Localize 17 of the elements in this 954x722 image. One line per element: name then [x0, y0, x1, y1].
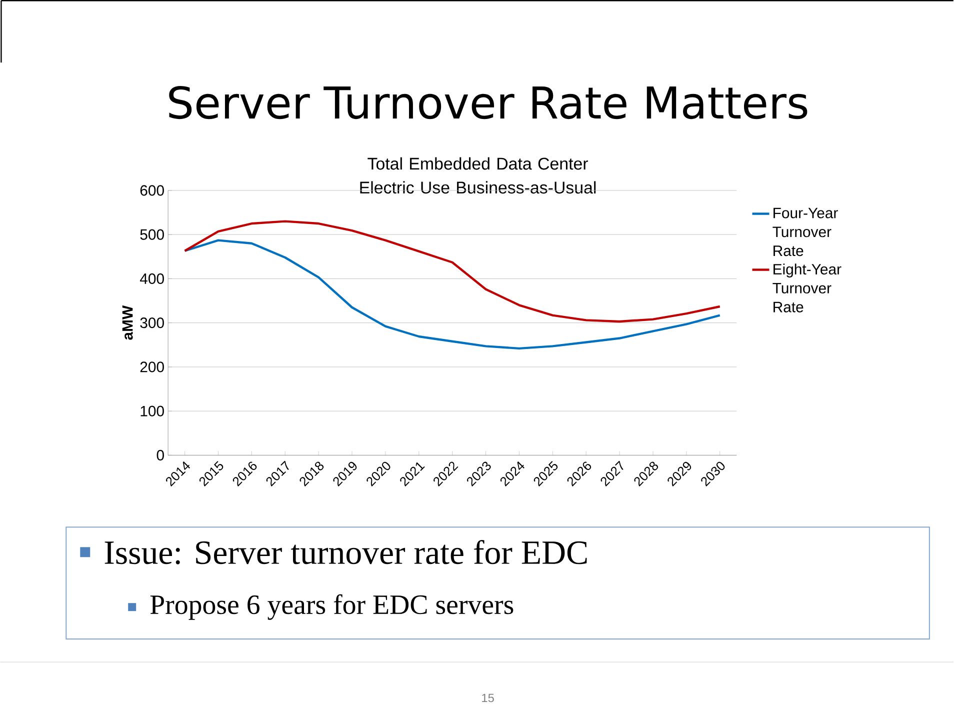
y-tick-label: 300 [140, 318, 164, 328]
y-tick-label: 400 [140, 273, 164, 284]
y-tick-label: 500 [140, 229, 164, 240]
text: 15 [482, 694, 494, 702]
text: Propose 6 years for EDC servers [150, 594, 514, 620]
y-tick-label: 200 [140, 362, 164, 372]
line-series [184, 220, 721, 323]
text: Issue: Server turnover rate for EDC [104, 540, 587, 564]
line-series [184, 239, 721, 350]
chart-subtitle: Total Embedded Data Center Electric Use Business-as-Usual [360, 157, 596, 194]
legend-label: Eight-Year Turnover Rate [772, 264, 842, 312]
y-tick-label: 100 [140, 406, 164, 416]
y-tick-label: 0 [156, 450, 164, 460]
legend-label: Four-Year Turnover Rate [772, 208, 838, 256]
y-axis-title: aMW [122, 305, 133, 340]
chart-title: Server Turnover Rate Matters [169, 86, 808, 120]
y-tick-label: 600 [140, 185, 164, 196]
